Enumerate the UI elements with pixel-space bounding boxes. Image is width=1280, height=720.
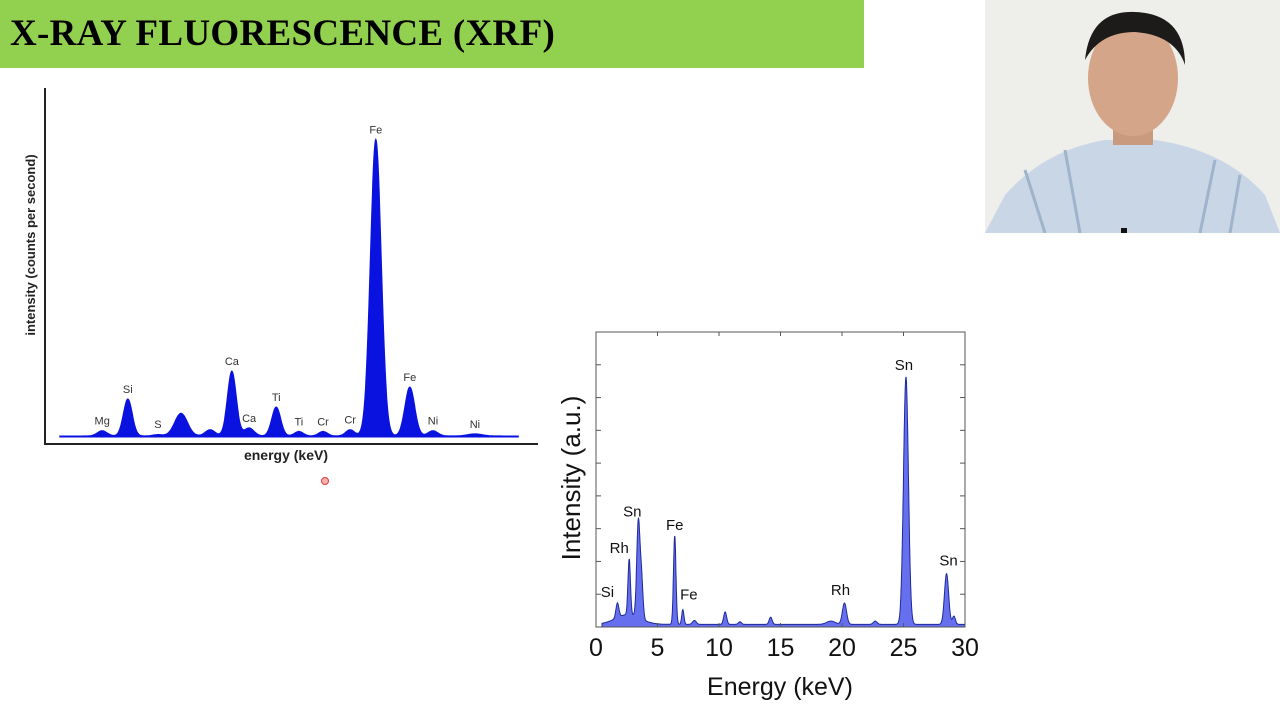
peak-label: Rh bbox=[831, 582, 850, 599]
presenter-video bbox=[985, 0, 1280, 233]
peak-label: S bbox=[154, 419, 161, 431]
pointer-cursor bbox=[321, 477, 329, 485]
x-tick-label: 20 bbox=[828, 634, 856, 662]
slide-title: X-RAY FLUORESCENCE (XRF) bbox=[10, 13, 556, 54]
slide-title-bar: X-RAY FLUORESCENCE (XRF) bbox=[0, 0, 864, 68]
peak-label: Ca bbox=[242, 413, 257, 425]
peak-label: Sn bbox=[895, 357, 913, 374]
x-tick-label: 10 bbox=[705, 634, 733, 662]
x-tick-label: 5 bbox=[651, 634, 665, 662]
peak-label: Si bbox=[601, 584, 614, 601]
peak-label: Ni bbox=[470, 419, 480, 431]
x-tick-label: 25 bbox=[890, 634, 918, 662]
peak-label: Ca bbox=[225, 356, 240, 368]
peak-label: Cr bbox=[344, 415, 356, 427]
peak-label: Fe bbox=[403, 372, 416, 384]
peak-label: Rh bbox=[610, 540, 629, 557]
peak-label: Fe bbox=[369, 124, 382, 136]
peak-label: Si bbox=[123, 384, 133, 396]
x-tick-label: 30 bbox=[951, 634, 979, 662]
peak-label: Fe bbox=[680, 587, 698, 604]
peak-label: Cr bbox=[317, 416, 329, 428]
presenter-face bbox=[1088, 20, 1178, 136]
spectrum-area-left bbox=[59, 138, 519, 438]
peak-label: Sn bbox=[939, 553, 957, 570]
peak-label: Mg bbox=[95, 416, 110, 428]
x-tick-label: 15 bbox=[767, 634, 795, 662]
presenter-image bbox=[985, 0, 1280, 233]
peak-label: Ti bbox=[295, 416, 304, 428]
spectrum-area-right bbox=[596, 376, 966, 628]
y-axis-label-right: Intensity (a.u.) bbox=[556, 396, 586, 561]
peak-label: Fe bbox=[666, 517, 684, 534]
presenter-hair bbox=[1085, 11, 1185, 65]
peak-label: Sn bbox=[623, 503, 641, 520]
y-axis-label-left: intensity (counts per second) bbox=[23, 154, 38, 335]
x-axis-label-right: Energy (keV) bbox=[707, 673, 853, 701]
peak-label: Ni bbox=[428, 416, 438, 428]
x-axis-label-left: energy (keV) bbox=[244, 447, 328, 463]
peak-label: Ti bbox=[272, 392, 281, 404]
x-tick-label: 0 bbox=[589, 634, 603, 662]
